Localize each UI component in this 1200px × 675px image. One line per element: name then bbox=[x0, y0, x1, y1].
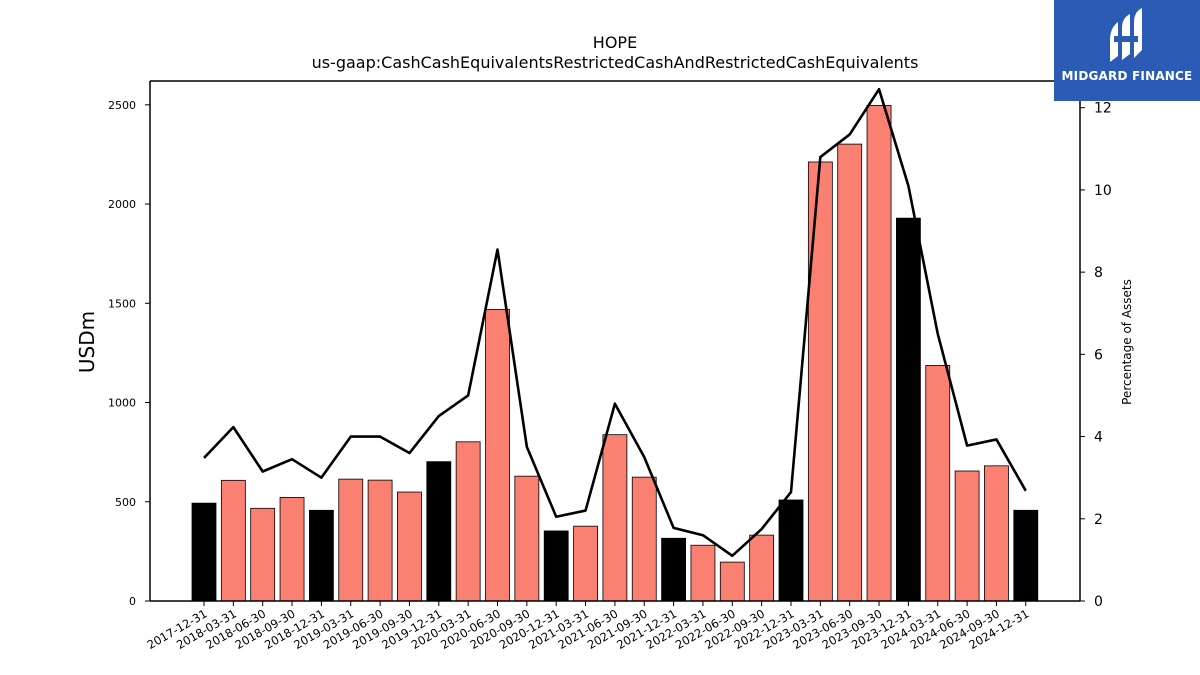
bar bbox=[778, 499, 804, 602]
bar bbox=[925, 365, 951, 602]
y-axis-ticks: 0 500 1000 1500 2000 2500 bbox=[108, 99, 150, 608]
y-tick-label: 2000 bbox=[108, 198, 136, 211]
bar bbox=[573, 525, 598, 602]
x-axis-ticks: 2017-12-312018-03-312018-06-302018-09-30… bbox=[145, 601, 1031, 652]
bar bbox=[397, 491, 422, 602]
bar bbox=[543, 530, 569, 602]
bar bbox=[308, 509, 334, 602]
bar bbox=[690, 544, 716, 602]
bar bbox=[455, 441, 481, 602]
bar bbox=[220, 479, 246, 602]
chart-subtitle: us-gaap:CashCashEquivalentsRestrictedCas… bbox=[312, 53, 919, 72]
bar bbox=[807, 161, 833, 602]
bar bbox=[250, 507, 276, 602]
y2-tick-label: 10 bbox=[1094, 183, 1112, 199]
y-tick-label: 0 bbox=[129, 595, 136, 608]
y2-tick-label: 12 bbox=[1094, 101, 1112, 117]
logo-text: MIDGARD FINANCE bbox=[1061, 69, 1193, 83]
bar bbox=[954, 470, 980, 602]
y2-tick-label: 0 bbox=[1094, 594, 1103, 610]
bar bbox=[1013, 509, 1039, 602]
bar bbox=[631, 476, 657, 602]
bar bbox=[602, 434, 628, 602]
bar bbox=[191, 502, 217, 602]
bar-series bbox=[191, 105, 1039, 602]
bar bbox=[984, 465, 1009, 602]
bar bbox=[367, 479, 393, 602]
bar bbox=[896, 217, 921, 602]
bar bbox=[485, 309, 510, 602]
y-tick-label: 1500 bbox=[108, 297, 136, 310]
bar bbox=[749, 534, 775, 602]
y2-tick-label: 6 bbox=[1094, 347, 1103, 363]
y2-tick-label: 8 bbox=[1094, 265, 1103, 281]
bar bbox=[426, 461, 452, 602]
midgard-finance-logo: MIDGARD FINANCE bbox=[1054, 0, 1200, 101]
y2-tick-label: 4 bbox=[1094, 430, 1103, 446]
y2-tick-label: 2 bbox=[1094, 512, 1103, 528]
bar bbox=[338, 478, 364, 602]
bar bbox=[719, 561, 745, 602]
bar bbox=[279, 496, 305, 602]
chart-title: HOPE bbox=[593, 33, 637, 52]
percentage-line bbox=[203, 87, 1027, 558]
y-tick-label: 2500 bbox=[108, 99, 136, 112]
bar bbox=[837, 143, 863, 602]
logo-mark-icon bbox=[1110, 8, 1142, 62]
y-tick-label: 1000 bbox=[108, 397, 136, 410]
bar bbox=[661, 537, 686, 602]
y-tick-label: 500 bbox=[115, 496, 136, 509]
bar bbox=[866, 105, 892, 602]
y2-axis-ticks: 0 2 4 6 8 10 12 bbox=[1080, 101, 1112, 610]
bar bbox=[514, 475, 540, 602]
y-axis-label: USDm bbox=[75, 311, 99, 373]
y2-axis-label: Percentage of Assets bbox=[1120, 279, 1134, 405]
line-series bbox=[203, 87, 1027, 558]
